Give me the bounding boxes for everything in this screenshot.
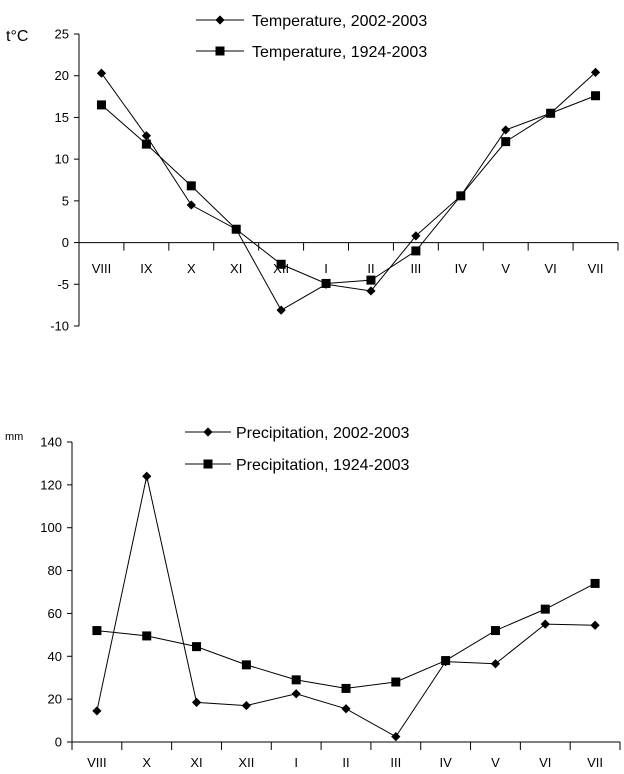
data-point-marker [590, 67, 601, 77]
data-point-marker [231, 224, 241, 234]
data-point-marker [391, 677, 401, 687]
data-point-marker [366, 275, 376, 285]
data-point-marker [92, 626, 102, 636]
data-point-marker [291, 675, 301, 685]
legend-label: Precipitation, 1924-2003 [236, 457, 410, 474]
legend-label: Temperature, 1924-2003 [252, 44, 427, 61]
data-point-marker [321, 278, 331, 288]
x-tick-label: XII [238, 755, 254, 770]
data-point-marker [191, 697, 202, 707]
y-tick-label: 0 [62, 235, 69, 250]
x-tick-label: II [367, 261, 374, 276]
data-point-marker [546, 108, 556, 118]
data-point-marker [276, 305, 286, 315]
data-point-marker [291, 689, 301, 699]
legend-marker [215, 46, 225, 56]
x-tick-label: V [491, 755, 500, 770]
data-point-marker [241, 660, 251, 670]
data-point-marker [590, 620, 600, 630]
series-line [101, 95, 596, 284]
y-tick-label: 140 [40, 435, 62, 450]
data-point-marker [192, 642, 202, 652]
x-tick-label: VI [544, 261, 556, 276]
x-tick-label: X [187, 261, 196, 276]
data-point-marker [540, 604, 550, 614]
x-tick-label: IV [439, 755, 452, 770]
data-point-marker [490, 626, 500, 636]
x-tick-label: VIII [87, 755, 107, 770]
data-point-marker [142, 631, 152, 641]
legend-label: Precipitation, 2002-2003 [236, 425, 410, 442]
y-tick-label: 25 [55, 27, 69, 42]
x-tick-label: III [410, 261, 421, 276]
x-tick-label: XI [190, 755, 202, 770]
data-point-marker [391, 732, 401, 742]
data-point-marker [92, 706, 102, 716]
data-point-marker [141, 139, 151, 149]
x-tick-label: V [501, 261, 510, 276]
data-point-marker [591, 91, 601, 101]
series-line [101, 72, 596, 311]
data-point-marker [96, 100, 106, 110]
data-point-marker [501, 125, 511, 135]
data-point-marker [540, 619, 550, 629]
data-point-marker [590, 578, 600, 588]
x-tick-label: VI [539, 755, 551, 770]
x-tick-label: II [342, 755, 349, 770]
x-tick-label: XI [230, 261, 242, 276]
y-tick-label: 80 [48, 563, 62, 578]
data-point-marker [411, 246, 421, 256]
y-tick-label: 0 [55, 735, 62, 750]
x-tick-label: III [390, 755, 401, 770]
x-tick-label: IV [455, 261, 468, 276]
data-point-marker [341, 683, 351, 693]
y-tick-label: 40 [48, 649, 62, 664]
y-tick-label: 20 [48, 692, 62, 707]
x-tick-label: VII [587, 755, 603, 770]
data-point-marker [411, 231, 421, 241]
data-point-marker [366, 286, 376, 296]
temperature-chart: -10-50510152025VIIIIXXXIXIIIIIIIIIVVVIVI… [6, 13, 619, 334]
x-tick-label: VIII [92, 261, 112, 276]
x-tick-label: I [324, 261, 328, 276]
y-tick-label: -10 [50, 319, 69, 334]
data-point-marker [241, 700, 251, 711]
x-tick-label: VII [588, 261, 604, 276]
y-tick-label: 15 [55, 110, 69, 125]
data-point-marker [490, 659, 501, 669]
series-line [96, 582, 596, 689]
y-tick-label: 5 [62, 193, 69, 208]
data-point-marker [186, 200, 196, 210]
data-point-marker [341, 704, 351, 714]
y-tick-label: 20 [55, 68, 69, 83]
legend-label: Temperature, 2002-2003 [252, 13, 427, 30]
y-tick-label: -5 [57, 277, 69, 292]
legend-marker [203, 427, 213, 437]
y-axis-unit-label: t°C [6, 28, 28, 45]
data-point-marker [276, 259, 286, 269]
y-tick-label: 120 [40, 477, 62, 492]
y-tick-label: 60 [48, 606, 62, 621]
x-tick-label: X [142, 755, 151, 770]
data-point-marker [96, 68, 107, 78]
data-point-marker [186, 181, 196, 191]
data-point-marker [141, 131, 151, 141]
y-tick-label: 100 [40, 520, 62, 535]
x-tick-label: IX [140, 261, 153, 276]
y-axis-unit-label: mm [5, 431, 23, 443]
data-point-marker [142, 471, 152, 481]
x-tick-label: I [294, 755, 298, 770]
series-line [96, 476, 596, 738]
data-point-marker [456, 191, 466, 201]
y-tick-label: 10 [55, 152, 69, 167]
legend-marker [203, 459, 213, 469]
data-point-marker [501, 137, 511, 147]
data-point-marker [441, 656, 451, 666]
legend-marker [215, 15, 225, 25]
